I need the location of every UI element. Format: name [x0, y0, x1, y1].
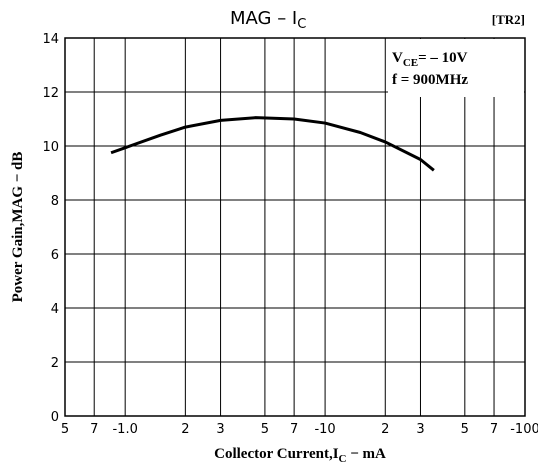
chart-title: MAG – IC — [230, 8, 306, 32]
annotation-box — [388, 39, 524, 97]
x-tick-label: 2 — [181, 422, 189, 437]
y-tick-label: 10 — [42, 140, 59, 155]
y-tick-label: 14 — [42, 32, 59, 47]
x-tick-label: 5 — [61, 422, 69, 437]
y-tick-label: 4 — [51, 302, 59, 317]
y-axis-label: Power Gain,MAG − dB — [10, 152, 26, 303]
annotation-part: CE — [403, 57, 418, 69]
x-tick-label: 3 — [416, 422, 424, 437]
x-tick-label: 5 — [461, 422, 469, 437]
chart-tag: [TR2] — [492, 12, 525, 27]
annotation: VCE= – 10V — [392, 50, 468, 69]
x-tick-label: 7 — [290, 422, 298, 437]
x-tick-label: 7 — [490, 422, 498, 437]
x-tick-label: -1.0 — [112, 422, 137, 437]
y-tick-label: 2 — [51, 356, 59, 371]
x-tick-label: 2 — [381, 422, 389, 437]
y-tick-label: 8 — [51, 194, 59, 209]
x-tick-label: 7 — [90, 422, 98, 437]
y-tick-label: 0 — [51, 410, 59, 425]
x-tick-label: 3 — [216, 422, 224, 437]
x-axis-label: Collector Current,IC − mA — [214, 446, 386, 465]
plot-frame — [64, 37, 526, 417]
y-tick-label: 12 — [42, 86, 59, 101]
x-tick-label: 5 — [261, 422, 269, 437]
annotation-part: V — [392, 50, 403, 66]
line — [110, 116, 435, 172]
y-tick-label: 6 — [51, 248, 59, 263]
x-tick-label: -100 — [510, 422, 538, 437]
x-tick-label: -10 — [314, 422, 335, 437]
annotation-part: = – 10V — [418, 50, 468, 66]
annotation: f = 900MHz — [392, 72, 468, 88]
